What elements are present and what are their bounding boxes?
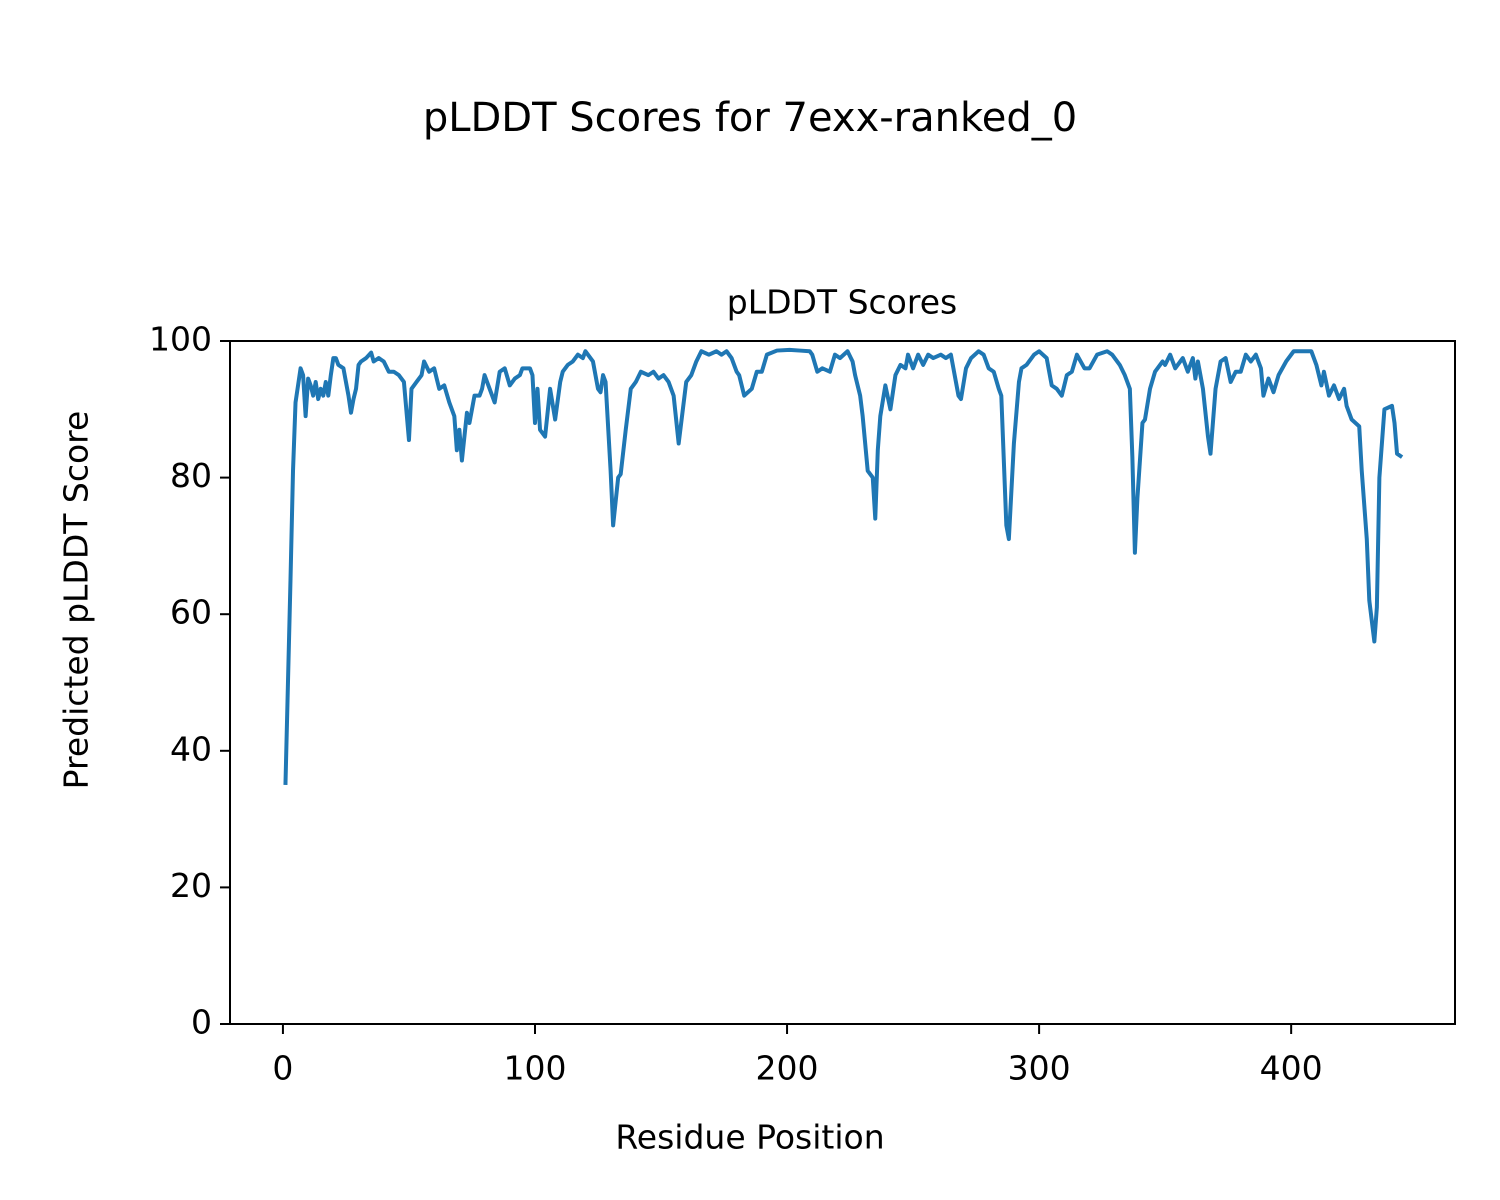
y-tick-label: 80	[170, 456, 212, 495]
x-tick-label: 100	[503, 1049, 566, 1088]
y-tick-label: 20	[170, 866, 212, 905]
data-line	[283, 347, 1404, 785]
x-axis-label: Residue Position	[615, 1118, 884, 1157]
x-tick-label: 400	[1260, 1049, 1323, 1088]
x-tick-label: 0	[272, 1049, 293, 1088]
axes-title: pLDDT Scores	[727, 283, 957, 322]
chart-title: pLDDT Scores for 7exx-ranked_0	[423, 95, 1077, 141]
y-tick-label: 60	[170, 593, 212, 632]
y-tick-label: 100	[149, 320, 212, 359]
axes-frame	[229, 340, 1456, 1025]
y-axis-label: Predicted pLDDT Score	[57, 411, 96, 790]
y-tick-label: 0	[191, 1003, 212, 1042]
x-tick-label: 300	[1008, 1049, 1071, 1088]
x-tick-label: 200	[756, 1049, 819, 1088]
y-tick-label: 40	[170, 729, 212, 768]
